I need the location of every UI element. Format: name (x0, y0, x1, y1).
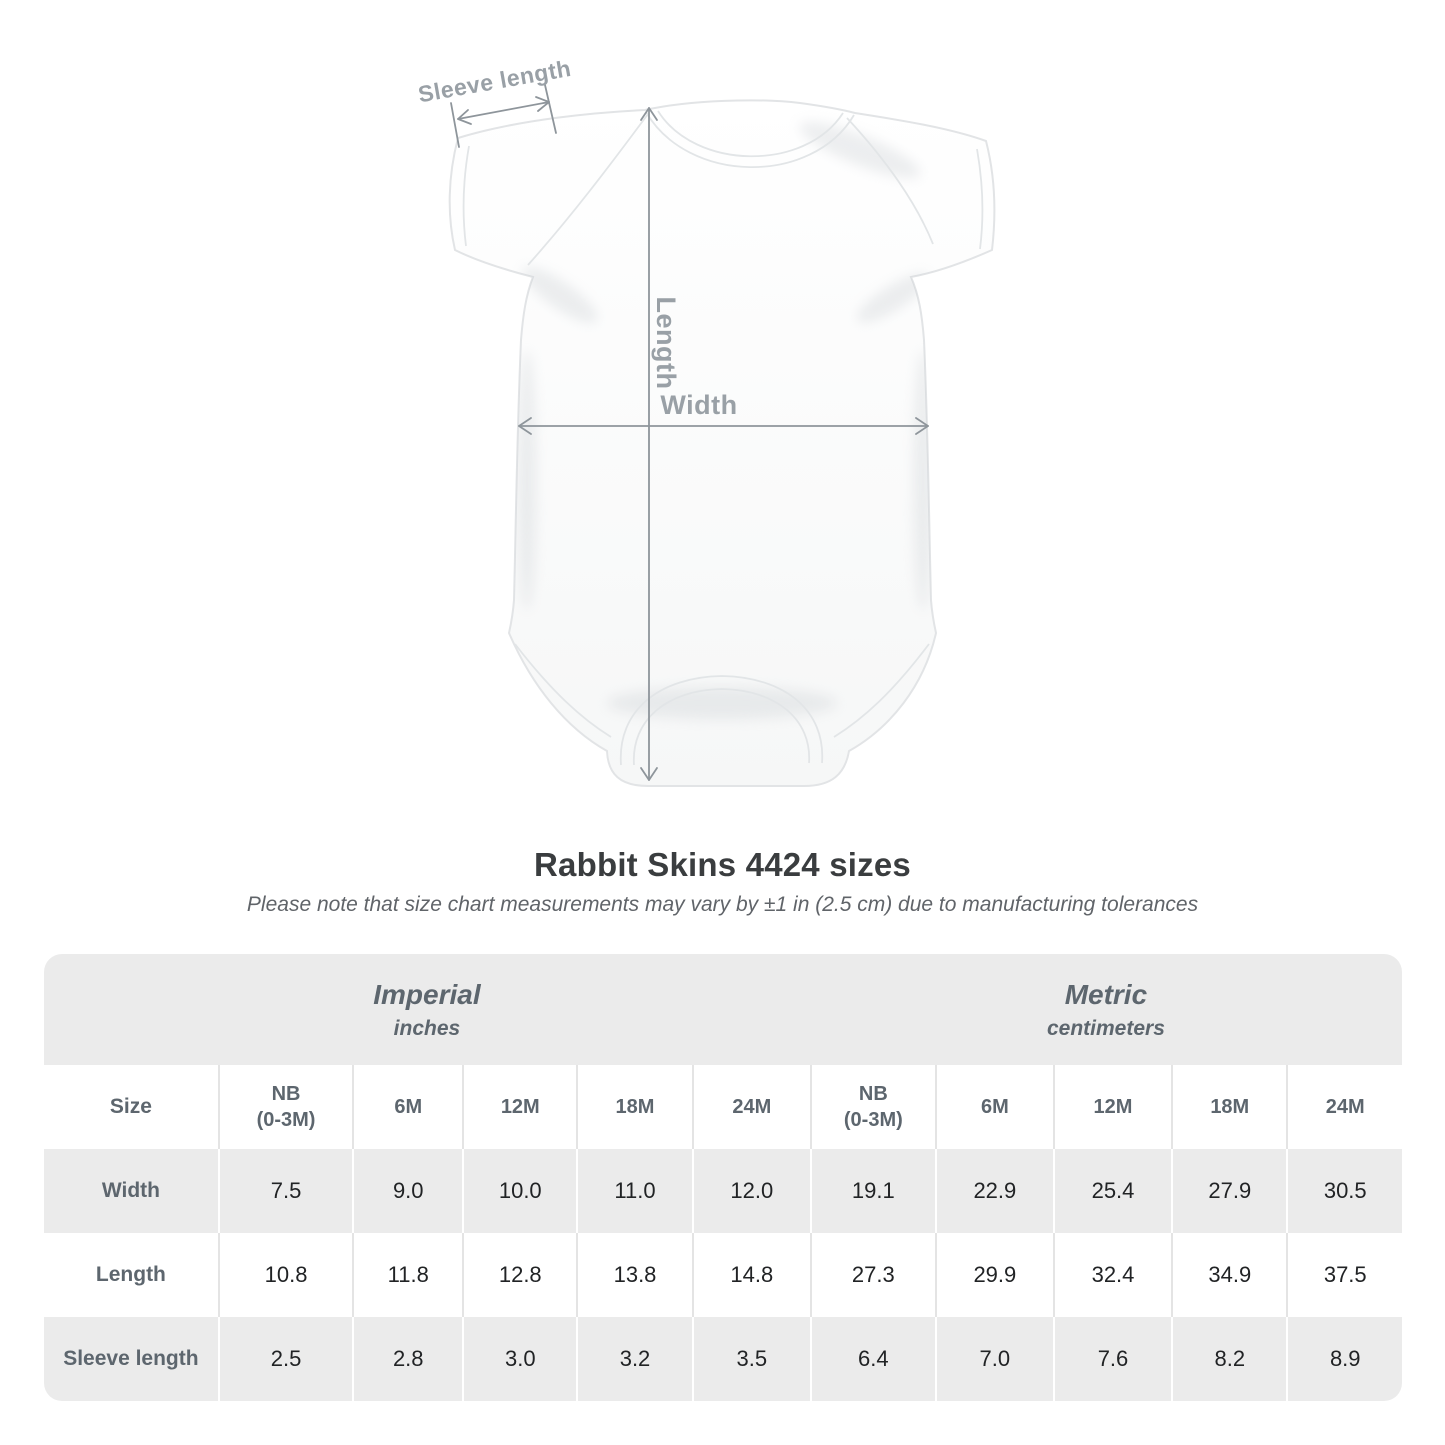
left-leg-binding (514, 643, 612, 738)
col-header-metric-12m: 12M (1052, 1065, 1172, 1149)
row-label-sleeve-length: Sleeve length (44, 1317, 218, 1401)
cell-width-metric-nb-0-3m: 19.1 (809, 1149, 935, 1233)
length-arrowhead-bottom (640, 767, 658, 781)
width-arrowhead-left (518, 417, 532, 435)
cell-width-imperial-nb-0-3m: 7.5 (217, 1149, 353, 1233)
col-header-imperial-12m: 12M (462, 1065, 577, 1149)
col-header-metric-nb-0-3m: NB (0-3M) (809, 1065, 935, 1149)
page-title: Rabbit Skins 4424 sizes (534, 846, 911, 883)
width-arrowhead-right (915, 417, 929, 435)
size-chart: Imperial inches Metric centimeters Size NB (0… (44, 954, 1402, 1401)
bodysuit-measurement-diagram: Sleeve length Length Width (416, 55, 996, 787)
collar-seam-inner (657, 110, 844, 158)
length-label: Length (651, 297, 681, 390)
col-header-metric-24m: 24M (1286, 1065, 1402, 1149)
cell-width-metric-24m: 30.5 (1286, 1149, 1402, 1233)
cell-length-imperial-18m: 13.8 (576, 1233, 692, 1317)
unit-band-imperial: Imperial inches (44, 954, 810, 1065)
cell-length-imperial-6m: 11.8 (352, 1233, 463, 1317)
page-subtitle: Please note that size chart measurements… (246, 893, 1199, 916)
cell-length-imperial-24m: 14.8 (691, 1233, 810, 1317)
cell-width-metric-12m: 25.4 (1052, 1149, 1172, 1233)
cell-sleeve-length-imperial-18m: 3.2 (576, 1317, 692, 1401)
width-label: Width (660, 390, 737, 420)
cell-sleeve-length-metric-nb-0-3m: 6.4 (809, 1317, 935, 1401)
unit-sub-centimeters: centimeters (1046, 1016, 1165, 1040)
length-arrowhead-top (640, 107, 658, 121)
col-header-imperial-24m: 24M (691, 1065, 810, 1149)
cell-sleeve-length-metric-24m: 8.9 (1286, 1317, 1402, 1401)
size-chart-table: Imperial inches Metric centimeters Size NB (0… (44, 954, 1402, 1401)
cell-width-imperial-24m: 12.0 (691, 1149, 810, 1233)
cell-sleeve-length-imperial-12m: 3.0 (462, 1317, 577, 1401)
col-header-size: Size (44, 1065, 218, 1149)
fabric-shading (518, 121, 932, 719)
crotch-flap-inner (633, 688, 810, 766)
sleeve-length-label: Sleeve length (416, 55, 573, 107)
col-header-metric-18m: 18M (1171, 1065, 1287, 1149)
cell-width-imperial-6m: 9.0 (352, 1149, 463, 1233)
row-label-width: Width (44, 1149, 218, 1233)
cell-length-metric-18m: 34.9 (1171, 1233, 1287, 1317)
col-header-imperial-nb-0-3m: NB (0-3M) (217, 1065, 353, 1149)
collar-seam-outer (645, 111, 855, 169)
lap-shoulder-right (846, 117, 934, 245)
col-header-imperial-6m: 6M (352, 1065, 463, 1149)
row-label-length: Length (44, 1233, 218, 1317)
crotch-flap-outer (619, 675, 824, 766)
sleeve-dimension-line (457, 101, 550, 120)
unit-name-imperial: Imperial (373, 978, 481, 1010)
right-leg-binding (833, 643, 930, 738)
table-row-length: Length 10.8 11.8 12.8 13.8 14.8 27.3 29.9 32.4 34… (44, 1233, 1402, 1317)
cell-length-imperial-nb-0-3m: 10.8 (217, 1233, 353, 1317)
cell-sleeve-length-metric-12m: 7.6 (1052, 1317, 1172, 1401)
cell-length-metric-nb-0-3m: 27.3 (809, 1233, 935, 1317)
lap-shoulder-left (527, 113, 649, 266)
cell-width-metric-18m: 27.9 (1171, 1149, 1287, 1233)
cell-sleeve-length-imperial-6m: 2.8 (352, 1317, 463, 1401)
unit-sub-inches: inches (393, 1016, 461, 1040)
unit-band-metric: Metric centimeters (809, 954, 1402, 1065)
sleeve-extension-tick-left (450, 102, 460, 148)
right-cuff-seam (976, 148, 984, 250)
cell-length-metric-12m: 32.4 (1052, 1233, 1172, 1317)
cell-length-metric-6m: 29.9 (934, 1233, 1053, 1317)
cell-width-imperial-12m: 10.0 (462, 1149, 577, 1233)
unit-name-metric: Metric (1064, 978, 1148, 1010)
sleeve-extension-tick-right (544, 84, 557, 134)
col-header-imperial-18m: 18M (576, 1065, 692, 1149)
sleeve-arrowhead-left (457, 109, 472, 125)
bodysuit-seams (462, 110, 984, 766)
bodysuit-illustration (448, 99, 996, 787)
col-header-metric-6m: 6M (934, 1065, 1053, 1149)
left-cuff-seam (462, 145, 470, 247)
cell-length-metric-24m: 37.5 (1286, 1233, 1402, 1317)
cell-sleeve-length-metric-18m: 8.2 (1171, 1317, 1287, 1401)
cell-sleeve-length-metric-6m: 7.0 (934, 1317, 1053, 1401)
table-row-sleeve-length: Sleeve length 2.5 2.8 3.0 3.2 3.5 6.4 7.0 7.6 8.2… (44, 1317, 1402, 1401)
cell-width-metric-6m: 22.9 (934, 1149, 1053, 1233)
table-row-width: Width 7.5 9.0 10.0 11.0 12.0 19.1 22.9 25.4 27.9 3… (44, 1149, 1402, 1233)
cell-width-imperial-18m: 11.0 (576, 1149, 692, 1233)
cell-sleeve-length-imperial-24m: 3.5 (691, 1317, 810, 1401)
cell-length-imperial-12m: 12.8 (462, 1233, 577, 1317)
cell-sleeve-length-imperial-nb-0-3m: 2.5 (217, 1317, 353, 1401)
